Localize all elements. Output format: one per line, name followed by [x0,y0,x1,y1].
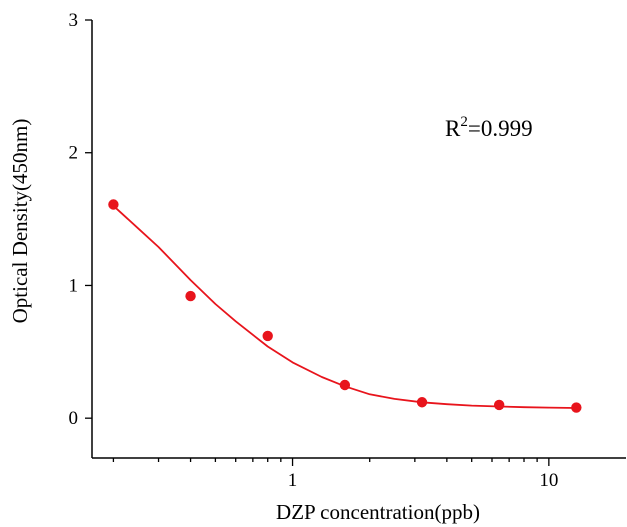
y-axis-title: Optical Density(450nm) [8,119,32,324]
ticks: 0 1 2 3 1 10 [69,10,559,491]
x-axis-title: DZP concentration(ppb) [276,500,480,524]
plot-area [108,199,582,413]
data-point [571,402,582,413]
y-tick-label: 0 [69,408,79,429]
y-tick-label: 3 [69,10,79,31]
x-tick-label: 10 [539,470,558,491]
data-point [493,399,505,411]
data-point [339,379,351,391]
data-point [185,290,196,302]
x-tick-label: 1 [288,470,298,491]
r-squared-annotation: R2=0.999 [445,114,533,141]
axes [91,20,626,459]
r-squared-value: =0.999 [468,116,533,141]
y-tick-label: 2 [69,143,79,164]
y-tick-label: 1 [69,275,79,296]
r-squared-superscript: 2 [460,114,468,130]
r-squared-base: R [445,116,461,141]
data-point [262,330,273,342]
fit-curve [112,205,577,409]
data-point [108,199,119,210]
data-point [416,397,428,408]
